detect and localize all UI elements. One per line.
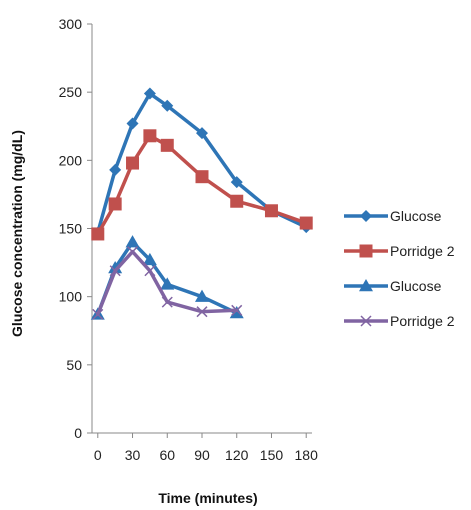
data-point (161, 99, 174, 112)
series-1 (91, 87, 313, 239)
data-point (91, 227, 105, 241)
data-point (109, 265, 121, 277)
data-point (231, 304, 243, 316)
data-point (126, 117, 139, 130)
data-point (108, 197, 122, 211)
y-tick-label: 200 (59, 152, 83, 168)
series-layer (90, 87, 313, 320)
data-point (109, 163, 122, 176)
axes (91, 24, 312, 434)
x-axis-title: Time (minutes) (158, 490, 257, 506)
legend-label: Glucose (390, 208, 442, 224)
legend-item: Glucose (344, 208, 442, 224)
x-tick-label: 30 (125, 447, 141, 463)
x-axis-ticks: 0 30 60 90 120 150 180 (94, 433, 318, 463)
x-tick-label: 150 (260, 447, 284, 463)
data-point (195, 289, 209, 302)
x-tick-label: 0 (94, 447, 102, 463)
x-tick-label: 180 (295, 447, 319, 463)
legend-item: Porridge 2 (344, 243, 455, 259)
data-point (230, 194, 244, 208)
legend-marker (359, 279, 373, 292)
data-point (299, 216, 313, 230)
data-point (196, 306, 208, 318)
data-point (126, 156, 140, 170)
data-point (108, 261, 123, 274)
data-point (196, 127, 208, 140)
legend-marker (360, 315, 372, 327)
legend: Glucose Porridge 2 Glucose Porridge 2 (344, 208, 455, 329)
data-point (144, 265, 156, 277)
data-point (195, 170, 209, 184)
legend-item: Porridge 2 (344, 313, 455, 329)
data-point (126, 246, 139, 258)
y-tick-label: 150 (59, 221, 83, 237)
data-point (142, 252, 157, 266)
y-axis-title: Glucose concentration (mg/dL) (9, 130, 25, 337)
data-point (160, 277, 175, 290)
y-tick-label: 50 (66, 357, 82, 373)
data-point (125, 235, 140, 248)
data-point (92, 308, 104, 320)
legend-label: Porridge 2 (390, 313, 455, 329)
x-tick-label: 60 (159, 447, 175, 463)
data-point (264, 204, 278, 218)
data-point (160, 138, 174, 152)
legend-label: Glucose (390, 278, 442, 294)
y-tick-label: 300 (59, 16, 83, 32)
legend-marker (359, 244, 373, 258)
x-tick-label: 90 (194, 447, 210, 463)
legend-item: Glucose (344, 278, 442, 294)
data-point (143, 129, 157, 143)
data-point (229, 306, 244, 319)
x-tick-label: 120 (225, 447, 249, 463)
series-4 (92, 246, 243, 320)
data-point (230, 176, 243, 189)
y-tick-label: 100 (59, 289, 83, 305)
series-2 (91, 129, 313, 241)
y-tick-label: 0 (74, 425, 82, 441)
legend-label: Porridge 2 (390, 243, 455, 259)
series-line (96, 134, 308, 236)
y-axis-ticks: 0 50 100 150 200 250 300 (59, 16, 92, 441)
data-point (161, 296, 173, 308)
legend-marker (360, 210, 372, 222)
y-tick-label: 250 (59, 84, 83, 100)
data-point (143, 87, 156, 100)
